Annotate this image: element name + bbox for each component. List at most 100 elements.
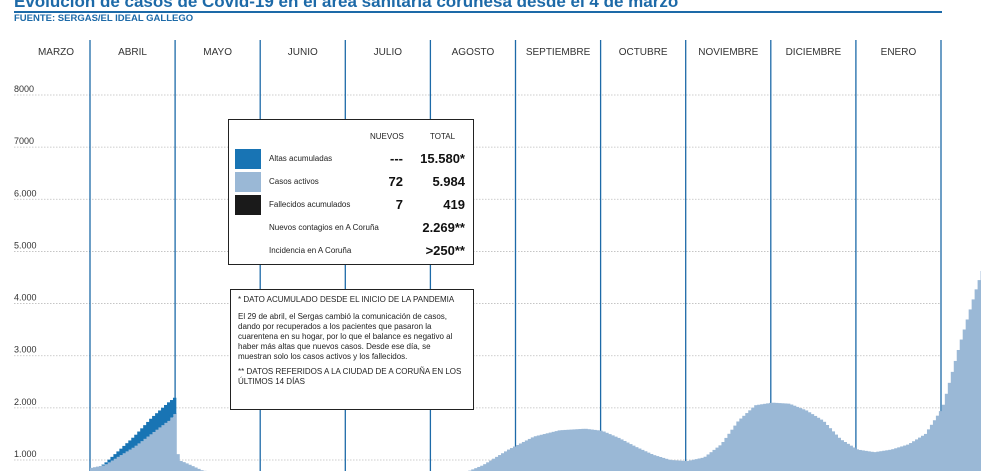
y-tick-label: 3.000: [14, 345, 37, 355]
area-bar-activos: [658, 457, 663, 471]
area-bar-altas: [134, 434, 138, 446]
legend-label: Altas acumuladas: [269, 154, 333, 163]
area-bar-activos: [176, 454, 180, 471]
area-bar-activos: [900, 446, 904, 471]
area-bar-activos: [837, 437, 841, 471]
area-bar-activos: [745, 413, 749, 471]
area-bar-activos: [626, 442, 630, 471]
area-bar-activos: [620, 439, 624, 471]
area-bar-activos: [474, 468, 478, 471]
area-bar-activos: [518, 443, 523, 471]
area-bar-activos: [629, 444, 633, 471]
month-label: AGOSTO: [452, 47, 495, 58]
area-bar-activos: [185, 463, 189, 471]
area-bar-activos: [912, 441, 916, 471]
area-bar-activos: [754, 405, 758, 471]
area-bar-activos: [897, 447, 901, 471]
area-bar-activos: [781, 403, 785, 471]
area-bar-altas: [140, 428, 144, 442]
area-bar-altas: [166, 418, 170, 421]
area-bar-activos: [575, 429, 579, 471]
area-bar-activos: [921, 435, 925, 471]
legend-row-activos: Casos activos 72 5.984: [235, 172, 465, 192]
area-bar-activos: [679, 460, 684, 471]
legend-box: NUEVOS TOTAL Altas acumuladas --- 15.580…: [228, 119, 474, 265]
area-bar-activos: [670, 460, 675, 471]
y-tick-label: 1.000: [14, 449, 37, 459]
month-label: MAYO: [203, 47, 232, 58]
notes-box: * DATO ACUMULADO DESDE EL INICIO DE LA P…: [230, 289, 474, 410]
area-bar-activos: [825, 424, 830, 471]
area-bar-activos: [98, 465, 103, 471]
month-label: JUNIO: [288, 47, 318, 58]
area-bar-activos: [569, 429, 573, 471]
area-bar-activos: [140, 440, 145, 471]
area-bar-activos: [697, 458, 701, 471]
area-bar-activos: [536, 435, 541, 471]
chart-source: FUENTE: SERGAS/EL IDEAL GALLEGO: [14, 13, 194, 24]
area-bar-activos: [188, 464, 192, 471]
area-bar-altas: [164, 404, 168, 423]
area-bar-activos: [730, 429, 734, 471]
area-bar-activos: [676, 460, 681, 471]
y-tick-label: 2.000: [14, 397, 37, 407]
area-bar-activos: [551, 431, 556, 471]
area-bar-activos: [107, 462, 112, 471]
legend-nuevos-value: 7: [395, 197, 403, 212]
area-bar-activos: [944, 393, 949, 471]
area-bar-altas: [158, 410, 162, 428]
area-bar-activos: [602, 431, 606, 471]
area-bar-activos: [873, 452, 877, 471]
area-bar-activos: [769, 402, 773, 471]
area-bar-activos: [581, 428, 585, 471]
area-bar-altas: [113, 454, 117, 459]
area-bar-altas: [128, 440, 132, 450]
area-bar-activos: [495, 456, 499, 471]
area-bar-altas: [101, 464, 105, 466]
area-bar-activos: [778, 403, 782, 471]
area-bar-activos: [932, 420, 937, 471]
area-bar-activos: [179, 460, 183, 471]
note-line-1: * DATO ACUMULADO DESDE EL INICIO DE LA P…: [238, 295, 455, 304]
area-bar-activos: [903, 445, 907, 471]
area-bar-activos: [819, 419, 824, 471]
area-bar-activos: [194, 467, 198, 471]
area-bar-activos: [909, 443, 913, 471]
month-label: SEPTIEMBRE: [526, 47, 591, 58]
area-bar-activos: [792, 405, 797, 471]
area-bar-activos: [173, 413, 177, 471]
area-bar-activos: [489, 460, 493, 471]
note-line-3: ** DATOS REFERIDOS A LA CIUDAD DE A CORU…: [238, 367, 462, 386]
area-bar-activos: [971, 299, 976, 471]
area-bar-activos: [641, 449, 645, 471]
area-bar-activos: [566, 429, 570, 471]
month-label: DICIEMBRE: [786, 47, 842, 58]
area-bar-activos: [158, 427, 162, 471]
area-bar-activos: [605, 432, 609, 471]
area-bar-altas: [172, 397, 177, 414]
legend-label: Casos activos: [269, 177, 319, 186]
area-bar-activos: [840, 440, 844, 471]
area-bar-activos: [846, 443, 850, 471]
area-bar-activos: [751, 407, 755, 471]
y-tick-label: 6.000: [14, 188, 37, 198]
area-bar-altas: [122, 445, 126, 454]
area-bar-activos: [533, 436, 538, 471]
area-bar-altas: [125, 443, 129, 452]
area-bar-activos: [122, 452, 127, 471]
legend-total-value: 15.580*: [420, 151, 465, 166]
area-bar-activos: [709, 452, 713, 471]
area-bar-activos: [843, 442, 847, 471]
area-bar-activos: [539, 434, 544, 471]
area-bar-activos: [727, 433, 731, 471]
area-bar-activos: [182, 462, 186, 471]
area-bar-activos: [152, 431, 156, 471]
month-label: ABRIL: [118, 47, 147, 58]
area-bar-activos: [155, 429, 159, 471]
area-bar-activos: [501, 453, 505, 471]
area-bar-activos: [962, 329, 967, 471]
area-bar-activos: [894, 448, 898, 471]
area-bar-activos: [638, 448, 642, 471]
area-bar-activos: [870, 451, 874, 471]
